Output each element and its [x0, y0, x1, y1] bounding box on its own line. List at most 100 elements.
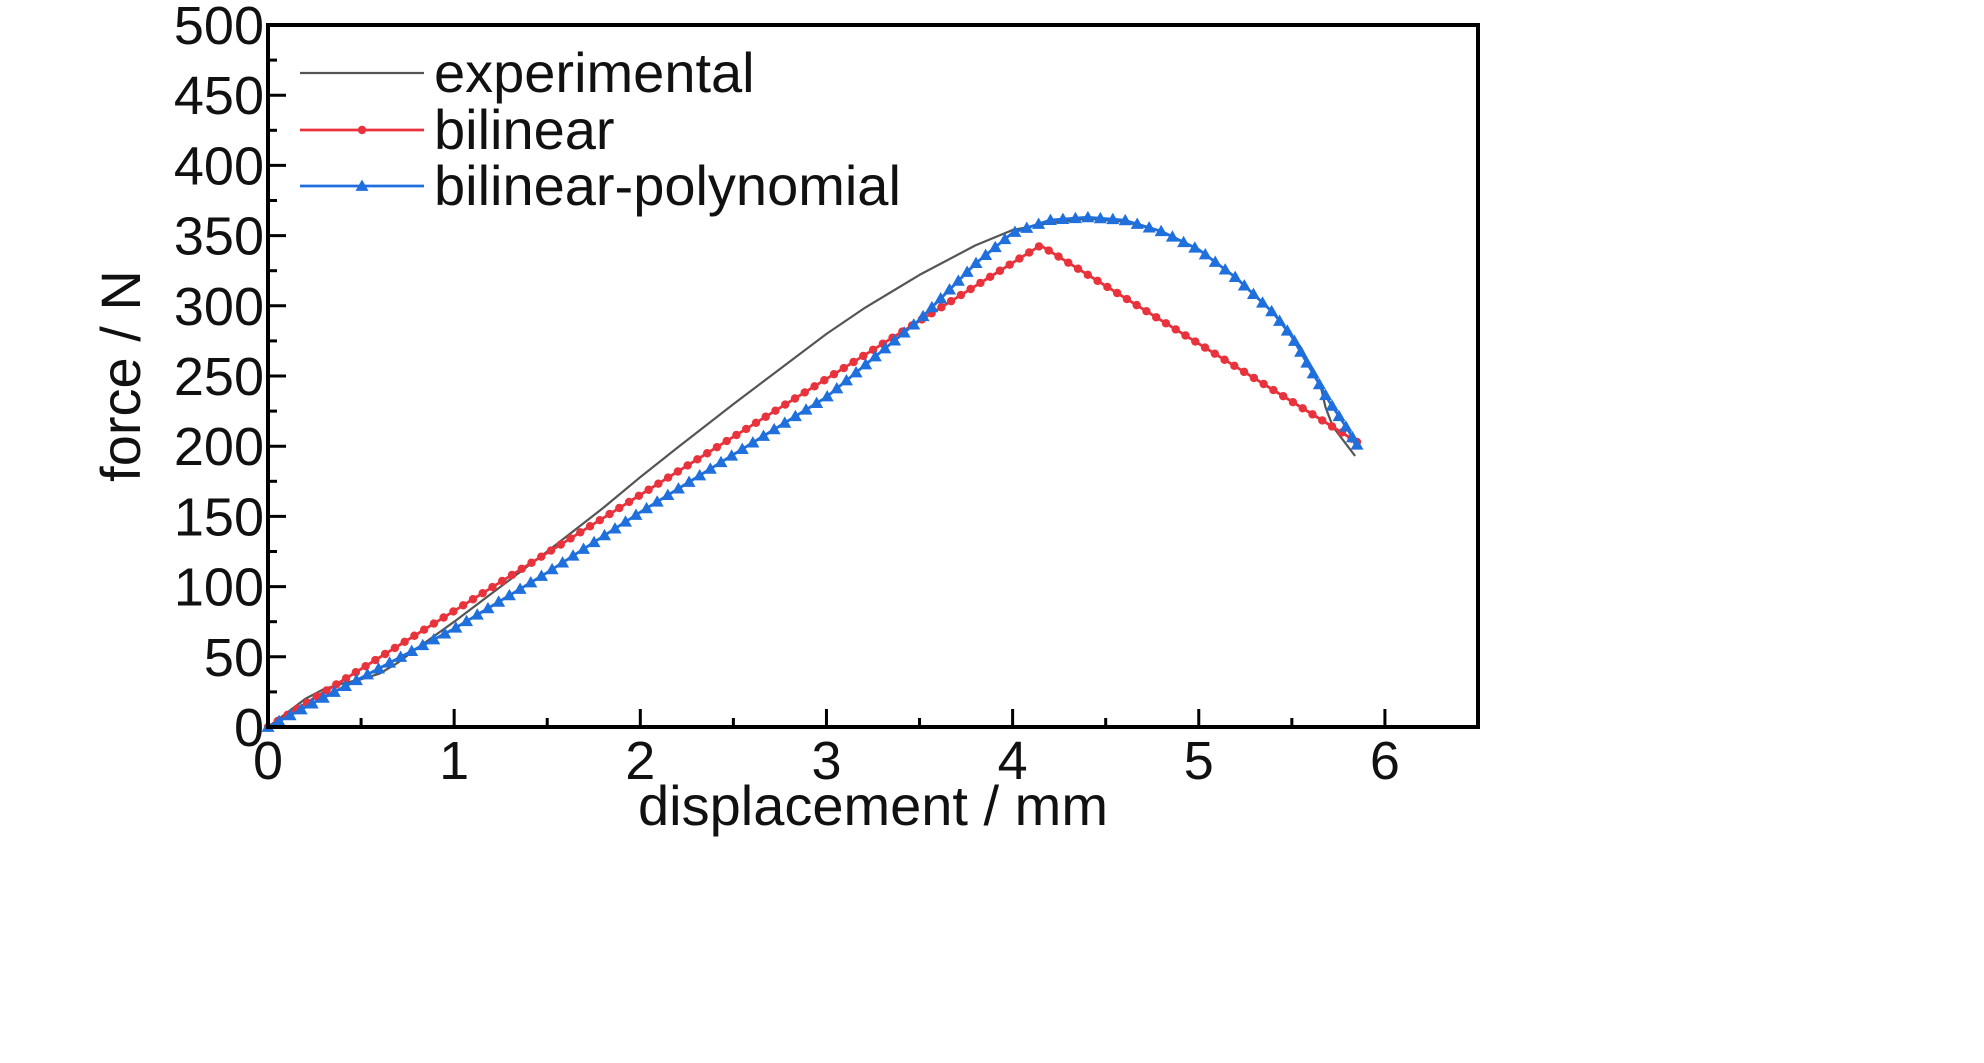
data-point — [943, 283, 957, 295]
data-point — [1210, 349, 1220, 358]
y-tick-label: 200 — [174, 417, 264, 477]
data-point — [829, 369, 839, 379]
data-point — [1043, 213, 1057, 225]
data-point — [481, 601, 495, 614]
data-point — [1306, 367, 1320, 379]
data-point — [778, 416, 792, 428]
data-point — [338, 679, 352, 692]
data-point — [615, 503, 624, 513]
data-point — [383, 656, 397, 668]
data-point — [595, 515, 605, 525]
data-point — [608, 522, 622, 534]
data-point — [1191, 337, 1200, 346]
data-point — [527, 558, 536, 567]
y-tick-label: 350 — [174, 207, 264, 267]
data-point — [1122, 294, 1132, 304]
data-point — [1345, 430, 1359, 443]
data-point — [449, 607, 458, 616]
legend-label-experimental: experimental — [434, 41, 755, 104]
legend-marker-shape — [355, 179, 369, 191]
data-point — [478, 588, 487, 598]
legend: experimental bilinear bilinear-polynomia… — [300, 41, 901, 217]
legend-item-experimental: experimental — [300, 41, 755, 104]
data-point — [671, 482, 685, 494]
data-point — [781, 400, 790, 409]
data-point — [703, 462, 717, 474]
data-point — [1032, 217, 1046, 229]
data-point — [294, 702, 308, 715]
data-point — [419, 625, 429, 634]
data-point — [820, 376, 829, 385]
data-point — [761, 412, 770, 421]
data-point — [1327, 422, 1337, 431]
data-point — [458, 601, 468, 610]
data-point — [498, 576, 507, 586]
series-bilinear — [263, 242, 1362, 732]
legend-item-bilinear-polynomial: bilinear-polynomial — [300, 154, 901, 217]
data-point — [1103, 282, 1112, 292]
data-point — [1093, 211, 1107, 224]
data-point — [1269, 385, 1278, 395]
data-point — [1308, 410, 1317, 419]
data-point — [1298, 404, 1307, 413]
y-tick-label: 100 — [174, 558, 264, 618]
x-tick-label: 4 — [998, 731, 1028, 791]
data-point — [888, 334, 902, 346]
data-point — [1165, 230, 1179, 242]
data-point — [488, 582, 497, 592]
series-experimental — [267, 217, 1356, 728]
data-point — [1249, 373, 1259, 383]
data-point — [534, 569, 548, 581]
y-tick-label: 300 — [174, 277, 264, 337]
data-point — [976, 278, 985, 288]
y-tick-label: 0 — [234, 698, 264, 758]
data-point — [725, 449, 739, 461]
data-point — [735, 442, 749, 455]
data-point — [1020, 221, 1034, 233]
data-point — [1044, 246, 1053, 255]
data-point — [683, 461, 692, 470]
data-point — [1332, 409, 1346, 422]
data-point — [1083, 270, 1093, 279]
data-point — [1228, 270, 1242, 282]
data-point — [771, 406, 780, 415]
data-point — [746, 436, 760, 448]
y-tick-label: 50 — [204, 628, 264, 688]
data-point — [537, 552, 546, 561]
data-point — [598, 528, 612, 541]
data-point — [995, 266, 1005, 275]
y-tick-label: 400 — [174, 136, 264, 196]
data-point — [327, 685, 341, 697]
x-tick-label: 5 — [1184, 731, 1214, 791]
y-tick-label: 250 — [174, 347, 264, 407]
data-point — [849, 365, 863, 378]
y-axis-ticks: 0 50 100 150 200 250 300 350 400 450 500 — [174, 0, 286, 758]
data-point — [937, 303, 946, 312]
data-point — [351, 668, 361, 677]
data-point — [722, 436, 731, 446]
x-axis-title: displacement / mm — [638, 774, 1108, 837]
data-point — [960, 265, 974, 277]
data-point — [1256, 296, 1270, 308]
series-line — [267, 244, 1358, 729]
data-point — [956, 290, 966, 300]
data-point — [673, 467, 683, 476]
data-point — [839, 363, 848, 373]
data-point — [566, 549, 580, 561]
data-point — [820, 389, 834, 402]
legend-marker-shape — [357, 125, 367, 135]
data-point — [1259, 379, 1268, 389]
data-point — [1054, 252, 1063, 261]
data-point — [1230, 361, 1239, 371]
data-point — [556, 540, 565, 549]
data-point — [640, 501, 654, 514]
data-point — [1118, 213, 1132, 226]
data-point — [427, 632, 441, 645]
plot-frame — [266, 23, 1480, 729]
series-bilinear-polynomial — [261, 210, 1364, 732]
data-point — [916, 309, 930, 322]
data-point — [492, 595, 506, 607]
data-point — [859, 351, 868, 361]
data-point — [1246, 287, 1260, 300]
